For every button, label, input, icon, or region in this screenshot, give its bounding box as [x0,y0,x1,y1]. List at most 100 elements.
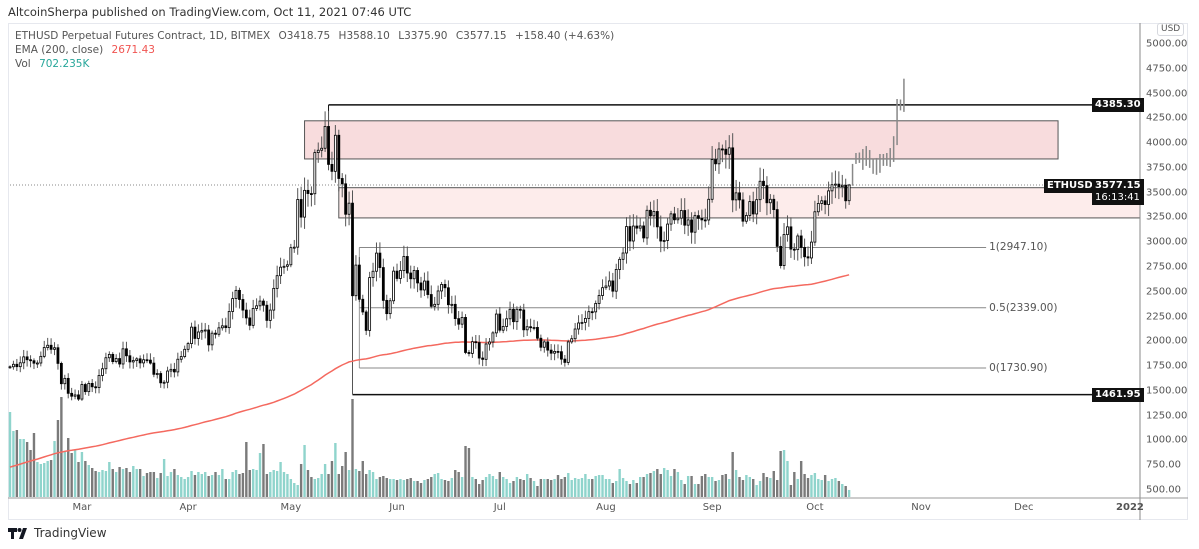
candle-down [512,308,515,323]
volume-bar [433,474,436,497]
volume-bar [282,472,286,497]
candle-up [399,270,402,279]
candle-up [166,370,169,383]
volume-bar [649,473,652,497]
volume-bar [135,469,138,497]
legend-symbol[interactable]: ETHUSD Perpetual Futures Contract, 1D, B… [15,30,271,42]
candle-down [361,298,365,313]
candle-up [251,308,255,326]
candle-up [18,362,22,368]
volume-bar [481,480,484,497]
candle-down [762,180,765,187]
currency-label[interactable]: USD [1157,23,1185,36]
footer-brand[interactable]: TradingView [8,526,107,540]
volume-bar [289,479,293,497]
candle-down [792,248,796,251]
volume-bar [447,481,450,497]
candle-up [710,159,714,200]
volume-bar [49,460,53,497]
volume-bar [286,474,289,497]
volume-bar [536,486,539,497]
volume-bar [823,475,827,497]
candle-up [484,343,488,360]
volume-bar [121,469,125,497]
volume-bar [416,481,419,497]
candle-up [491,332,495,343]
supply-zone-box [304,120,1059,160]
candle-down [635,225,639,229]
volume-bar [508,483,512,497]
time-tick-label: Sep [702,502,722,513]
candle-up [748,201,752,216]
candle-down [59,362,63,385]
volume-bar [669,476,673,497]
candle-up [515,308,519,323]
volume-bar [142,476,145,497]
support-price-badge: 1461.95 [1092,388,1144,402]
candle-down [70,392,74,397]
volume-bar [779,451,782,497]
volume-bar [762,473,765,497]
volume-bar [248,470,251,497]
candle-up [621,252,625,260]
volume-bar [573,478,577,497]
volume-bar [80,452,84,497]
legend-vol-label[interactable]: Vol [15,58,31,70]
volume-bar [39,464,43,497]
volume-bar [354,469,358,497]
volume-bar [193,475,197,497]
volume-bar [251,469,255,497]
volume-bar [635,483,638,497]
candle-down [128,355,132,363]
volume-bar [436,473,440,497]
candle-up [39,355,43,364]
candle-down [381,267,385,301]
candle-up [22,356,26,364]
candle-up [73,394,77,397]
candle-down [443,284,447,289]
candle-up [525,326,529,331]
volume-bar [645,474,649,497]
volume-bar [214,472,217,497]
volume-bar [474,479,477,497]
bar-countdown: 16:13:41 [1095,192,1140,203]
candle-up [313,152,317,195]
candle-up [768,198,772,204]
candle-down [731,147,735,201]
candle-up [220,325,224,329]
volume-bar [29,450,32,497]
volume-bar [765,477,769,497]
candle-down [823,200,827,205]
volume-bar [186,477,190,497]
candle-up [210,332,214,346]
volume-bar [495,479,498,497]
candle-down [224,325,228,329]
candle-up [347,202,351,215]
candle-down [94,386,98,389]
volume-bar [847,489,851,497]
candle-up [107,353,111,359]
candle-down [385,299,389,315]
candle-down [145,359,149,362]
volume-bar [84,461,87,497]
volume-bar [793,472,796,497]
legend-ema-label[interactable]: EMA (200, close) [15,44,104,56]
volume-bar [611,483,614,497]
volume-bar [43,463,46,497]
volume-bar [686,476,690,497]
legend-close: C3577.15 [455,30,507,42]
candle-up [354,264,358,297]
candle-down [15,363,19,368]
candle-up [532,327,536,329]
candle-down [655,211,659,228]
volume-bar [395,480,399,497]
candle-up [584,318,587,323]
candle-up [63,377,67,385]
candle-down [779,245,783,266]
volume-bar [512,481,515,497]
candle-up [601,287,604,296]
candle-up [460,317,464,325]
volume-bar [104,471,108,497]
volume-bar [652,471,656,497]
